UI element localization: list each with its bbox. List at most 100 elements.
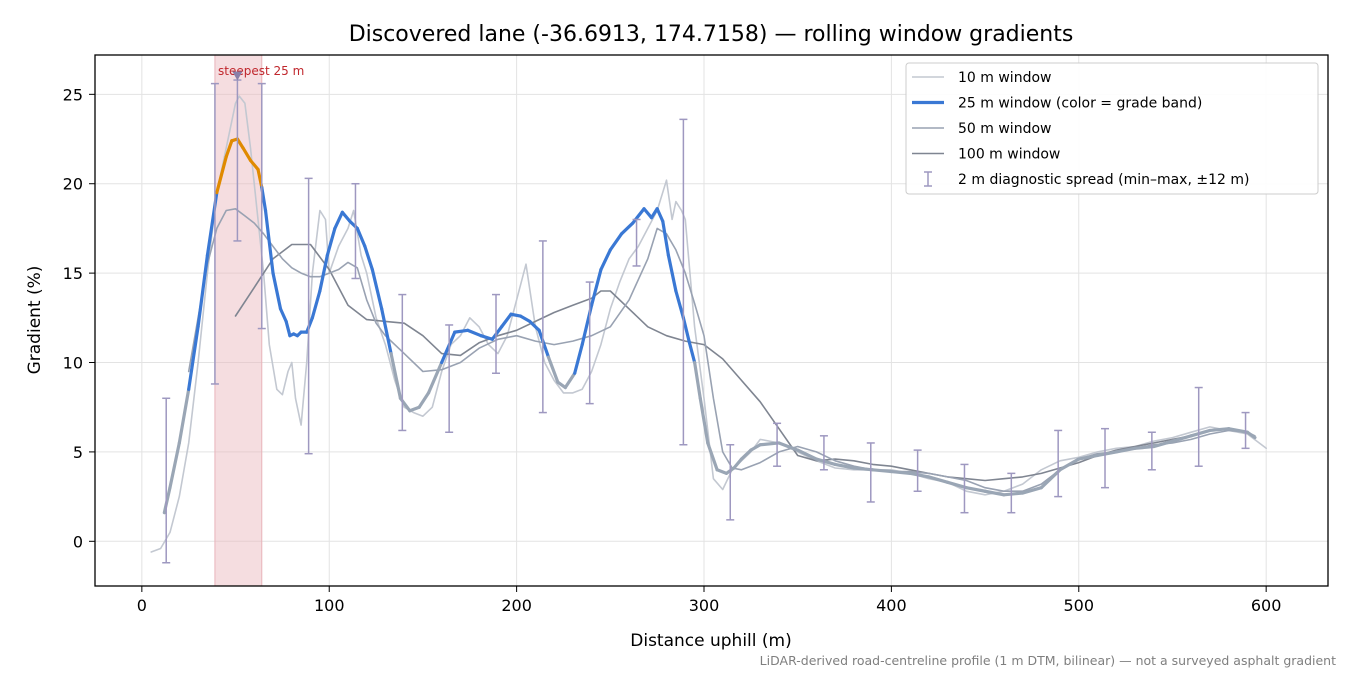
series-25m-segment [946,480,968,490]
series-25m-segment [563,371,577,390]
series-25m-segment [871,468,893,474]
series-25m-segment [814,457,837,467]
series-25m-segment [674,289,685,320]
series-25m-segment [500,312,513,329]
series-25m-segment [305,316,314,334]
series-25m-segment [732,457,744,470]
series-25m-segment [318,253,329,293]
series-25m-segment [380,307,393,356]
series-25m-segment [426,360,444,395]
legend-label: 10 m window [958,70,1051,86]
series-25m-segment [215,155,228,195]
series-25m-segment [681,316,691,343]
series-25m-segment [642,207,654,220]
series-25m-segment [490,325,504,341]
chart-title: Discovered lane (-36.6913, 174.7158) — r… [349,22,1074,47]
series-25m-segment [340,210,352,223]
legend-label: 2 m diagnostic spread (min–max, ±12 m) [958,172,1249,188]
steepest-annotation: steepest 25 m [218,64,304,78]
series-25m-segment [749,443,762,452]
series-25m-segment [1077,453,1100,461]
y-tick-label: 25 [63,85,83,104]
series-25m-segment [363,244,374,272]
series-25m-segment [1152,439,1175,449]
series-25m-segment [661,219,671,257]
series-25m-segment [599,248,612,272]
series-25m-segment [162,486,172,515]
series-25m-segment [796,448,819,461]
series-25m-segment [608,232,624,252]
series-25m-segment [1114,446,1137,454]
series-25m-segment [1245,430,1257,440]
series-25m-segment [715,468,729,475]
series-50m-line [187,208,1256,492]
series-25m-segment [1170,434,1193,443]
series-25m-segment [777,441,800,452]
steepest-marker [232,71,243,81]
series-25m-segment [1058,457,1081,472]
series-25m-segment [687,339,697,365]
series-25m-segment [693,360,702,400]
series-25m-segment [196,253,210,329]
x-axis: 0 100 200 300 400 500 600 [137,586,1281,615]
series-25m-segment [889,469,912,475]
legend-label: 25 m window (color = grade band) [958,96,1202,112]
series-25m-segment [698,396,710,445]
series-25m-segment [739,448,753,461]
series-25m-segment [235,137,245,150]
x-tick-label: 100 [314,596,345,615]
annotation-layer: steepest 25 m [218,64,304,81]
x-tick-label: 0 [137,596,147,615]
series-25m-segment [666,253,678,293]
series-25m-segment [833,462,856,470]
legend: 10 m window 25 m window (color = grade ba… [905,62,1319,195]
y-tick-label: 10 [63,354,83,373]
steepest-band [214,55,263,586]
series-25m-segment [310,289,322,320]
series-25m-segment [408,405,421,413]
series-25m-segment [537,328,551,359]
y-tick-label: 0 [73,532,83,551]
y-tick-label: 5 [73,443,83,462]
series-25m-segment [655,207,665,223]
series-25m-segment [518,314,532,323]
series-25m-segment [325,226,337,257]
series-100m-line [234,243,1192,482]
series-25m-segment [1095,450,1118,458]
series-25m-segment [370,267,384,311]
y-axis-label: Gradient (%) [25,266,45,375]
series-25m-segment [589,267,603,307]
series-25m-segment [271,271,283,311]
series-25m-segment [187,325,200,391]
series-25m-segment [1133,444,1156,450]
series-25m-segment [389,351,403,400]
series-25m-segment [1208,427,1231,433]
series-25m-segment [546,355,560,384]
series-25m-segment [1020,486,1043,495]
series-25m-segment [619,221,635,236]
series-25m-segment [1002,491,1025,497]
series-25m-segment [453,328,470,334]
series-25m-segment [241,146,253,163]
series-25m-segment [284,319,292,338]
series-25m-segment [927,475,950,484]
series-25m-segment [278,307,288,323]
series-25m-segment [852,466,875,472]
series-25m-segment [573,343,584,375]
series-25m-segment [263,208,275,275]
x-axis-label: Distance uphill (m) [630,631,791,651]
footnote: LiDAR-derived road-centreline profile (1… [760,653,1336,668]
x-tick-label: 200 [501,596,532,615]
y-tick-label: 20 [63,175,83,194]
series-layer [150,95,1267,553]
series-25m-segment [466,328,483,338]
errorbar-layer [162,79,1250,564]
series-25m-segment [479,334,494,341]
x-tick-label: 300 [689,596,720,615]
steepest-highlight [214,55,263,586]
series-25m-segment [964,486,987,493]
series-25m-segment [168,441,181,490]
series-25m-segment [355,226,367,248]
x-tick-label: 400 [876,596,907,615]
